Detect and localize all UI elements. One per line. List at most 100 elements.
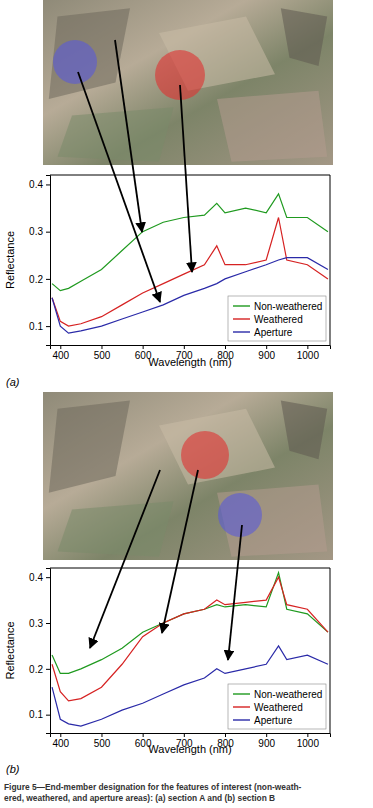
pointer-arrow — [115, 40, 142, 232]
series-line — [52, 258, 328, 334]
y-axis: 0.1 0.2 0.3 0.4 — [29, 176, 50, 346]
x-tick: 400 — [52, 733, 69, 749]
pointer-arrow — [90, 470, 160, 648]
plot-frame — [50, 175, 330, 345]
x-tick-mark — [184, 733, 185, 737]
x-tick-label: 1000 — [297, 350, 320, 361]
x-tick: 900 — [258, 733, 275, 749]
y-axis-title: Reflectance — [4, 231, 16, 289]
panel-label: (b) — [6, 763, 20, 775]
figure: 40050060070080090010000.10.20.30.4Wavele… — [0, 0, 373, 808]
legend-swatch — [233, 318, 250, 319]
y-axis-line — [46, 176, 51, 346]
y-tick-mark — [46, 577, 50, 578]
legend-label: Non-weathered — [254, 301, 322, 312]
lines — [52, 573, 328, 727]
x-tick-mark — [60, 733, 61, 737]
legend-swatch — [233, 719, 250, 720]
rock-facet — [281, 400, 327, 459]
x-tick-label: 400 — [52, 738, 69, 749]
legend-label: Aperture — [254, 327, 293, 338]
rock-facet — [58, 501, 174, 556]
y-tick-mark — [46, 232, 50, 233]
x-tick-mark — [143, 345, 144, 349]
legend-box — [228, 684, 326, 729]
x-tick-mark — [143, 733, 144, 737]
y-tick-label: 0.4 — [29, 572, 43, 583]
x-tick: 400 — [52, 345, 69, 361]
caption-line: ered, weathered, and aperture areas): (a… — [4, 793, 275, 803]
plot-frame — [50, 568, 330, 733]
x-tick-mark — [266, 733, 267, 737]
legend-label: Aperture — [254, 715, 293, 726]
rock-facet — [281, 8, 327, 66]
legend-box — [228, 296, 326, 341]
x-tick-label: 500 — [94, 738, 111, 749]
x-tick: 500 — [94, 345, 111, 361]
legend-swatch — [233, 693, 250, 694]
legend-swatch — [233, 305, 250, 306]
x-tick: 500 — [94, 733, 111, 749]
y-tick: 0.1 — [29, 709, 50, 720]
legend-swatch — [233, 331, 250, 332]
x-tick-label: 500 — [94, 350, 111, 361]
legend: Non-weathered Weathered Aperture — [228, 296, 326, 341]
x-tick-label: 900 — [258, 738, 275, 749]
y-tick-label: 0.2 — [29, 274, 43, 285]
photo-background — [43, 0, 333, 165]
pointer-arrow — [228, 525, 242, 660]
x-tick-mark — [184, 345, 185, 349]
rock-facet — [217, 484, 327, 556]
y-tick: 0.3 — [29, 226, 50, 237]
region-marker — [53, 40, 97, 84]
y-tick: 0.2 — [29, 664, 50, 675]
x-tick: 1000 — [297, 733, 320, 749]
y-tick-label: 0.1 — [29, 321, 43, 332]
pointer-arrow — [180, 85, 192, 272]
y-tick: 0.4 — [29, 572, 50, 583]
x-tick-label: 400 — [52, 350, 69, 361]
x-tick-mark — [225, 345, 226, 349]
panel-label: (a) — [6, 376, 20, 388]
region-marker — [218, 493, 262, 537]
rock-facet — [217, 91, 327, 162]
y-tick-mark — [46, 184, 50, 185]
rock-facet — [159, 409, 275, 485]
y-tick-mark — [46, 715, 50, 716]
x-axis-title: Wavelength (nm) — [148, 356, 231, 368]
x-tick-label: 900 — [258, 350, 275, 361]
region-marker — [181, 431, 229, 479]
x-tick-mark — [266, 345, 267, 349]
x-tick-mark — [307, 345, 308, 349]
legend-swatch — [233, 706, 250, 707]
y-tick-mark — [46, 669, 50, 670]
rock-facet — [49, 400, 130, 492]
x-tick-mark — [101, 733, 102, 737]
x-tick-mark — [60, 345, 61, 349]
x-tick-mark — [225, 733, 226, 737]
chart: 40050060070080090010000.10.20.30.4Wavele… — [4, 175, 331, 368]
x-tick: 900 — [258, 345, 275, 361]
y-tick-mark — [46, 279, 50, 280]
y-tick: 0.2 — [29, 274, 50, 285]
chart: 40050060070080090010000.10.20.30.4Wavele… — [4, 568, 331, 755]
legend-label: Weathered — [254, 314, 303, 325]
y-tick-label: 0.4 — [29, 179, 43, 190]
photo — [43, 392, 333, 560]
y-axis-line — [46, 569, 51, 734]
y-tick-label: 0.1 — [29, 709, 43, 720]
x-tick: 1000 — [297, 345, 320, 361]
legend-label: Weathered — [254, 702, 303, 713]
x-axis-line — [51, 346, 331, 350]
y-tick: 0.4 — [29, 179, 50, 190]
legend-label: Non-weathered — [254, 689, 322, 700]
x-axis-line — [51, 734, 331, 738]
y-tick-mark — [46, 326, 50, 327]
x-tick-mark — [101, 345, 102, 349]
y-axis: 0.10.20.30.4 — [29, 569, 50, 734]
photo-background — [43, 392, 333, 560]
x-tick-mark — [307, 733, 308, 737]
y-axis-title: Reflectance — [4, 621, 16, 679]
photo — [43, 0, 333, 165]
y-tick-mark — [46, 623, 50, 624]
